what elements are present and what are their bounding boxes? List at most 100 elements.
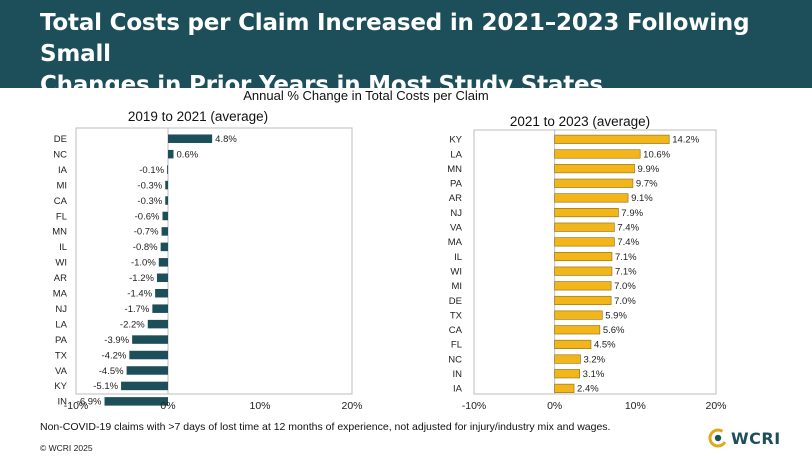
right-x-tick-label: -10% (462, 400, 487, 412)
logo-text: WCRI (731, 428, 781, 448)
right-bar (554, 266, 613, 276)
right-bar (554, 369, 580, 379)
copyright: © WCRI 2025 (40, 443, 93, 453)
left-bar (126, 366, 168, 375)
right-bar (554, 222, 615, 232)
right-category-label: KY (449, 135, 462, 146)
right-category-label: IN (453, 369, 463, 380)
left-bar (121, 381, 168, 391)
right-bar (554, 339, 592, 349)
charts-area: 2019 to 2021 (average) DE 4.8% NC 0.6% IA -0.1… (52, 109, 726, 412)
left-category-label: IL (59, 242, 67, 253)
right-data-label: 3.1% (583, 369, 605, 380)
right-category-label: PA (450, 179, 463, 190)
right-bar (554, 237, 615, 247)
right-category-label: TX (450, 310, 463, 321)
left-x-tick-label: 10% (249, 400, 270, 412)
right-chart-frame (473, 129, 717, 395)
right-bar (554, 383, 575, 393)
right-data-label: 14.2% (672, 135, 699, 146)
right-data-label: 7.4% (617, 237, 639, 248)
left-data-label: -0.8% (133, 242, 158, 253)
left-category-label: VA (55, 366, 68, 377)
left-bar (165, 196, 168, 205)
left-data-label: -4.5% (99, 366, 124, 377)
right-data-label: 9.9% (638, 164, 660, 175)
left-bar (160, 242, 168, 252)
right-bar (554, 310, 603, 320)
left-data-label: 4.8% (215, 134, 237, 145)
right-data-label: 4.5% (594, 340, 616, 351)
left-category-label: NC (53, 149, 67, 160)
left-x-tick-label: 0% (160, 400, 175, 412)
right-category-label: IL (454, 252, 462, 263)
left-category-label: DE (54, 134, 67, 145)
right-data-label: 7.0% (614, 296, 636, 307)
left-data-label: -0.1% (139, 165, 164, 176)
left-bar (155, 288, 168, 298)
right-category-label: AR (449, 193, 462, 204)
right-bar (554, 281, 612, 291)
right-data-label: 7.1% (615, 252, 637, 263)
left-chart-frame (75, 127, 353, 395)
right-data-label: 9.1% (631, 193, 653, 204)
page-title: Total Costs per Claim Increased in 2021–… (40, 8, 812, 101)
left-data-label: -0.7% (134, 227, 159, 238)
left-category-label: WI (55, 258, 67, 269)
chart-subtitle: Annual % Change in Total Costs per Claim (243, 88, 489, 103)
left-category-label: MN (52, 227, 67, 238)
right-bar (554, 193, 629, 203)
wcri-logo: WCRI (708, 428, 781, 448)
right-bar (554, 164, 635, 174)
right-data-label: 7.1% (615, 266, 637, 277)
right-category-label: VA (450, 223, 463, 234)
left-bar (156, 273, 168, 283)
right-bar (554, 178, 634, 188)
right-category-label: IA (453, 384, 463, 395)
right-category-label: WI (450, 266, 462, 277)
left-data-label: -1.0% (131, 258, 156, 269)
right-data-label: 7.0% (614, 281, 636, 292)
right-category-label: DE (449, 296, 462, 307)
left-bar (152, 304, 168, 313)
left-bar (168, 134, 213, 143)
right-chart-title: 2021 to 2023 (average) (510, 114, 650, 129)
right-bar (554, 295, 612, 306)
left-chart-title: 2019 to 2021 (average) (128, 109, 268, 124)
title-line-1: Total Costs per Claim Increased in 2021–… (40, 10, 750, 67)
right-data-label: 3.2% (583, 354, 605, 365)
left-data-label: -0.3% (137, 196, 162, 207)
left-category-label: IN (58, 397, 68, 408)
left-category-label: IA (58, 165, 68, 176)
right-bar (554, 208, 619, 218)
right-data-label: 9.7% (636, 179, 658, 190)
left-bar (168, 149, 174, 159)
left-category-label: CA (54, 196, 68, 207)
left-category-label: KY (54, 381, 67, 392)
left-category-label: MA (53, 289, 68, 300)
right-category-label: LA (450, 149, 462, 160)
left-data-label: -4.2% (102, 350, 127, 361)
right-data-label: 7.4% (617, 223, 639, 234)
right-category-label: CA (449, 325, 463, 336)
wcri-logo-icon (708, 428, 728, 448)
left-bar (162, 211, 168, 221)
left-bar (129, 350, 168, 360)
right-data-label: 2.4% (577, 384, 599, 395)
title-banner: Total Costs per Claim Increased in 2021–… (0, 0, 812, 98)
right-category-label: FL (451, 340, 462, 351)
left-data-label: -3.9% (104, 335, 129, 346)
left-category-label: TX (55, 350, 68, 361)
right-category-label: MA (448, 237, 463, 248)
left-data-label: -1.4% (127, 289, 152, 300)
left-category-label: NJ (55, 304, 67, 315)
right-bar (554, 134, 670, 144)
left-data-label: -0.3% (137, 180, 162, 191)
left-category-label: MI (56, 180, 67, 191)
footnote: Non-COVID-19 claims with >7 days of lost… (40, 421, 611, 433)
left-data-label: -5.1% (93, 381, 118, 392)
title-line-2: Changes in Prior Years in Most Study Sta… (40, 72, 603, 98)
left-bar (165, 180, 168, 190)
right-data-label: 7.9% (621, 208, 643, 219)
left-category-label: LA (55, 319, 67, 330)
